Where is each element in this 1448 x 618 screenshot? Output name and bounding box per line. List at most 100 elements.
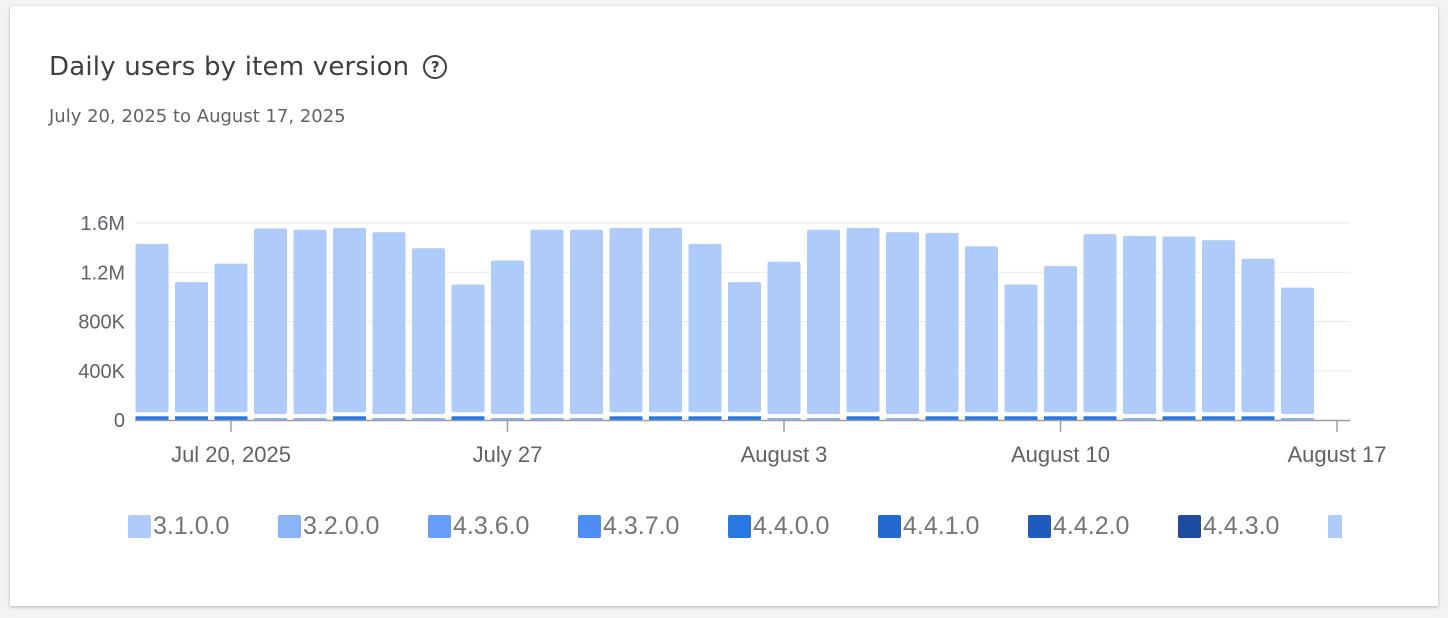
y-tick-label: 400K	[78, 361, 125, 383]
y-tick-label: 1.2M	[81, 262, 125, 284]
bar-4.4.0.0-Aug 10	[1044, 416, 1077, 420]
bar-3.1.0.0-Aug 4	[807, 229, 840, 415]
help-circle-icon[interactable]: ?	[423, 55, 448, 79]
bar-3.1.0.0-Aug 15	[1241, 258, 1275, 413]
bar-3.1.0.0-Jul 22	[293, 229, 327, 415]
legend-swatch	[578, 515, 601, 538]
bar-4.4.0.0-Jul 26	[451, 416, 485, 420]
bar-3.1.0.0-Aug 2	[728, 282, 761, 413]
legend-item[interactable]: 4.3.6.0	[428, 512, 578, 541]
bar-3.2.0.0-Jul 22	[293, 418, 327, 420]
bar-3.1.0.0-Aug 9	[1004, 284, 1038, 413]
legend-item[interactable]: 3.2.0.0	[278, 512, 428, 541]
legend-label: 4.4.0.0	[753, 512, 830, 540]
bar-3.1.0.0-Jul 25	[412, 248, 445, 415]
bar-4.4.0.0-Jul 31	[649, 416, 682, 420]
bar-4.4.0.0-Jul 30	[609, 416, 643, 420]
bar-3.1.0.0-Jul 23	[333, 227, 366, 413]
legend-item[interactable]	[1328, 515, 1342, 538]
bar-3.1.0.0-Jul 27	[491, 260, 524, 415]
bar-3.1.0.0-Aug 7	[925, 232, 959, 413]
bar-3.1.0.0-Jul 21	[254, 228, 287, 415]
legend-swatch	[278, 515, 301, 538]
bar-3.2.0.0-Jul 27	[491, 418, 524, 420]
bar-4.4.0.0-Jul 23	[333, 416, 366, 420]
bar-4.4.0.0-Aug 1	[688, 416, 722, 420]
bar-3.2.0.0-Jul 21	[254, 418, 287, 420]
x-tick-label: August 17	[1287, 442, 1386, 467]
bar-3.1.0.0-Aug 13	[1162, 236, 1196, 413]
title-text: Daily users by item version	[49, 52, 410, 82]
legend-item[interactable]: 3.1.0.0	[128, 512, 278, 541]
bar-4.4.0.0-Aug 11	[1083, 416, 1117, 420]
chart-card	[10, 6, 1438, 606]
date-range: July 20, 2025 to August 17, 2025	[49, 106, 346, 127]
legend-label: 4.4.1.0	[903, 512, 980, 540]
bar-3.1.0.0-Aug 16	[1281, 287, 1314, 415]
bar-3.2.0.0-Jul 28	[530, 418, 564, 420]
legend-item[interactable]: 4.4.1.0	[878, 512, 1028, 541]
bar-3.1.0.0-Aug 3	[767, 261, 801, 415]
bar-4.4.0.0-Aug 14	[1202, 416, 1235, 420]
bar-4.4.0.0-Jul 20	[214, 416, 248, 420]
bar-3.1.0.0-Jul 20	[214, 263, 248, 413]
bar-3.2.0.0-Aug 16	[1281, 418, 1314, 420]
y-tick-label: 1.6M	[81, 213, 125, 235]
legend-item[interactable]: 4.4.0.0	[728, 512, 878, 541]
bar-3.2.0.0-Aug 12	[1123, 418, 1156, 420]
bar-3.2.0.0-Jul 24	[372, 418, 406, 420]
legend-swatch	[428, 515, 451, 538]
bar-3.2.0.0-Jul 29	[570, 418, 603, 420]
legend-swatch	[728, 515, 751, 538]
y-tick-label: 0	[114, 410, 125, 432]
bar-3.1.0.0-Jul 28	[530, 229, 564, 415]
x-tick-label: July 27	[473, 442, 543, 467]
legend: 3.1.0.0 3.2.0.0 4.3.6.0 4.3.7.0 4.4.0.0 4.4.1…	[128, 512, 1342, 546]
bar-4.4.0.0-Jul 19	[175, 416, 208, 420]
legend-label: 4.4.2.0	[1053, 512, 1130, 540]
legend-label: 3.2.0.0	[303, 512, 380, 540]
bar-3.2.0.0-Aug 4	[807, 418, 840, 420]
bar-3.1.0.0-Jul 30	[609, 227, 643, 413]
bar-3.1.0.0-Jul 18	[135, 243, 169, 413]
bar-4.4.0.0-Aug 2	[728, 416, 761, 420]
bar-3.1.0.0-Aug 1	[688, 243, 722, 413]
bar-3.1.0.0-Aug 6	[886, 232, 919, 415]
legend-label: 3.1.0.0	[153, 512, 230, 540]
legend-label: 4.3.6.0	[453, 512, 530, 540]
legend-swatch	[1178, 515, 1201, 538]
x-tick-label: Jul 20, 2025	[171, 442, 291, 467]
bar-4.4.0.0-Aug 5	[846, 416, 880, 420]
x-tick-label: August 10	[1011, 442, 1110, 467]
bar-3.1.0.0-Aug 8	[965, 246, 998, 413]
legend-label: 4.3.7.0	[603, 512, 680, 540]
legend-swatch	[1028, 515, 1051, 538]
bar-4.4.0.0-Aug 13	[1162, 416, 1196, 420]
bar-3.1.0.0-Aug 5	[846, 227, 880, 413]
bar-3.1.0.0-Jul 19	[175, 282, 208, 413]
bar-3.2.0.0-Aug 6	[886, 418, 919, 420]
bar-3.2.0.0-Aug 3	[767, 418, 801, 420]
bar-3.1.0.0-Aug 12	[1123, 235, 1156, 415]
legend-swatch	[878, 515, 901, 538]
bar-3.1.0.0-Jul 24	[372, 232, 406, 415]
y-tick-label: 800K	[78, 312, 125, 334]
x-tick-label: August 3	[741, 442, 828, 467]
legend-item[interactable]: 4.3.7.0	[578, 512, 728, 541]
bar-3.1.0.0-Aug 10	[1044, 266, 1077, 413]
bar-3.1.0.0-Jul 29	[570, 229, 603, 415]
legend-swatch	[1328, 515, 1342, 538]
bar-4.4.0.0-Aug 15	[1241, 416, 1275, 420]
legend-item[interactable]: 4.4.2.0	[1028, 512, 1178, 541]
bar-4.4.0.0-Jul 18	[135, 416, 169, 420]
bar-3.1.0.0-Aug 14	[1202, 240, 1235, 413]
legend-item[interactable]: 4.4.3.0	[1178, 512, 1328, 541]
bar-3.1.0.0-Jul 26	[451, 284, 485, 413]
bar-3.2.0.0-Jul 25	[412, 418, 445, 420]
bar-3.1.0.0-Jul 31	[649, 227, 682, 413]
legend-swatch	[128, 515, 151, 538]
bar-4.4.0.0-Aug 7	[925, 416, 959, 420]
bar-4.4.0.0-Aug 8	[965, 416, 998, 420]
legend-label: 4.4.3.0	[1203, 512, 1280, 540]
